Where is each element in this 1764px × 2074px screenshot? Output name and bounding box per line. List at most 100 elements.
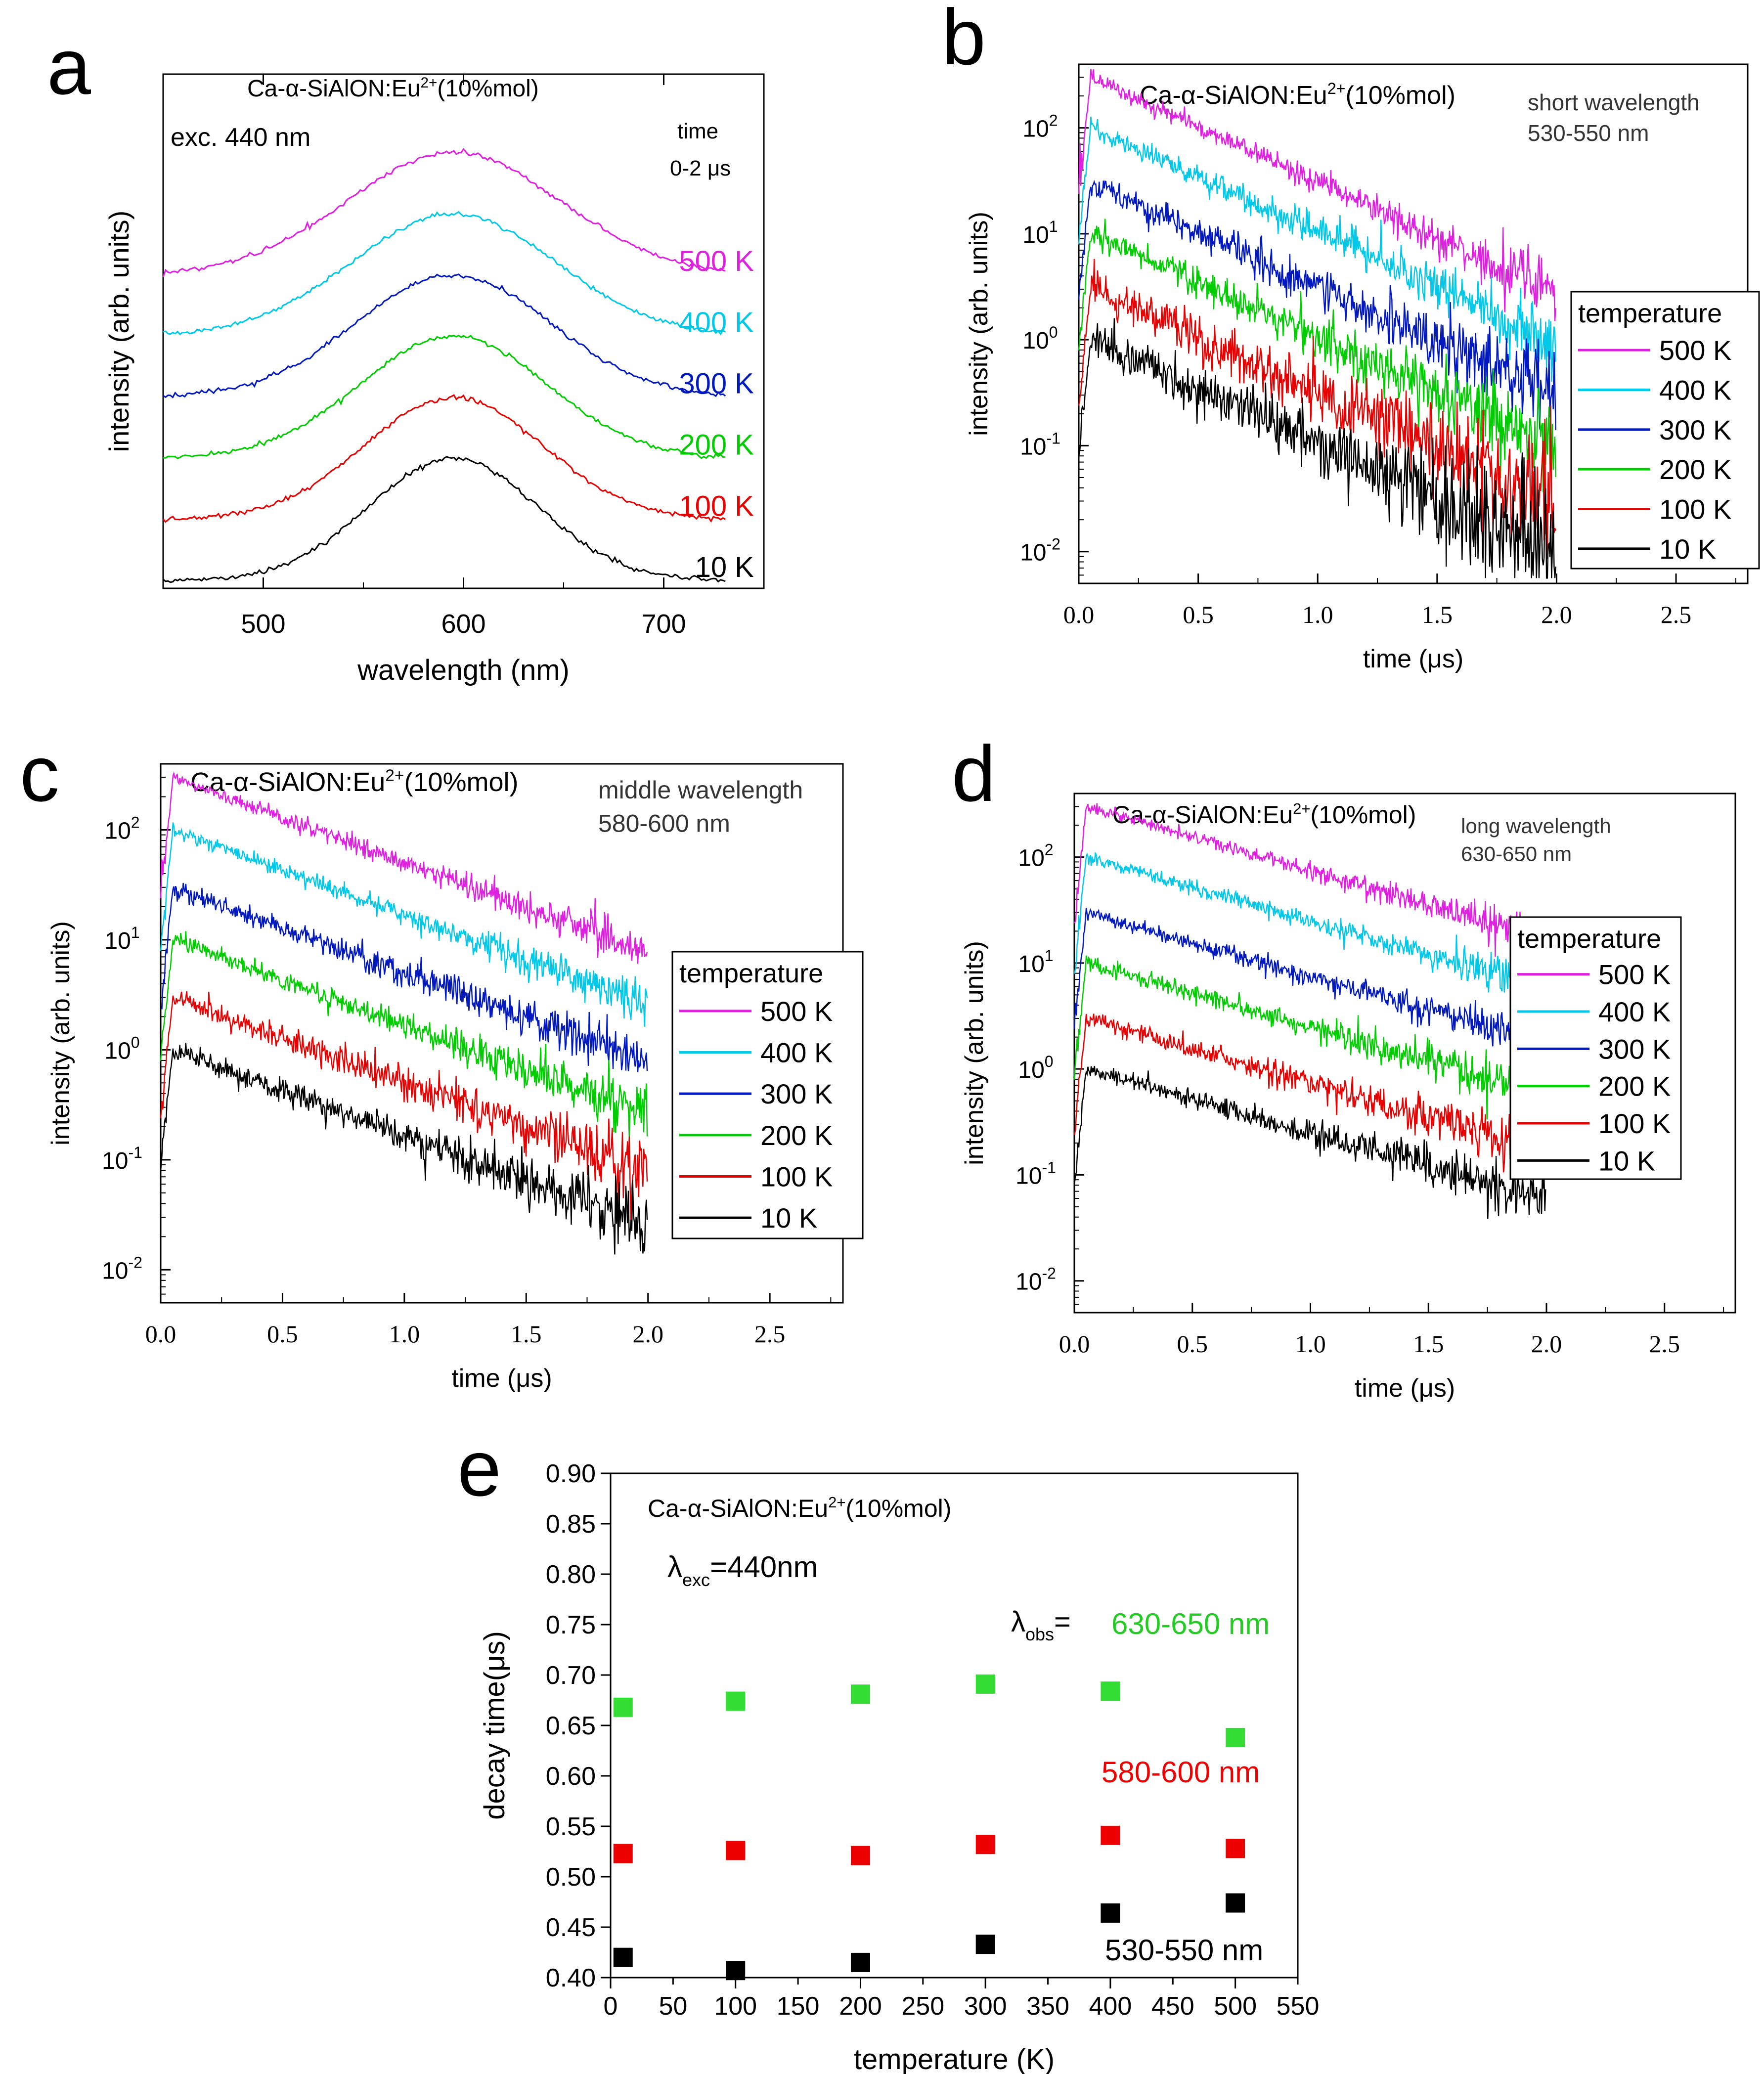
y-tick-label: 102	[1018, 841, 1053, 872]
x-tick-label: 1.0	[1302, 601, 1333, 628]
legend-label: 10 K	[1659, 533, 1716, 565]
y-tick-label: 0.85	[546, 1510, 596, 1539]
y-tick-label: 10-2	[1020, 535, 1060, 566]
series-label: 400 K	[679, 307, 754, 339]
annotation-excitation: λexc=440nm	[667, 1550, 818, 1590]
data-point-630-650 nm	[975, 1674, 995, 1694]
legend-label: 400 K	[760, 1037, 833, 1068]
y-axis-label: intensity (arb. units)	[960, 941, 989, 1165]
panel-title: Ca-α-SiAlON:Eu2+(10%mol)	[247, 75, 539, 102]
panel-b: b 0.0 0.5 1.0 1.5 2.0 2.5 102 101 100 10-1 10-2 time…	[942, 0, 1760, 673]
y-tick-label: 102	[1022, 112, 1058, 142]
legend-label: 100 K	[760, 1161, 833, 1192]
legend-label: 300 K	[1659, 414, 1731, 445]
data-point-580-600 nm	[850, 1846, 870, 1865]
y-tick-label: 0.55	[546, 1812, 596, 1841]
x-axis-label: wavelength (nm)	[357, 654, 570, 686]
legend-box	[671, 951, 864, 1239]
legend-label: 10 K	[1598, 1145, 1655, 1176]
panel-letter-e: e	[457, 1424, 501, 1512]
y-tick-label: 0.45	[546, 1913, 596, 1942]
annotation-time-range: 0-2 μs	[670, 156, 731, 180]
series-line-400K	[160, 822, 648, 1027]
x-tick-label: 2.5	[1661, 601, 1692, 628]
legend-label: 200 K	[1659, 454, 1731, 485]
annotation-wavelength-range: 630-650 nm	[1461, 842, 1572, 866]
x-axis-label: time (μs)	[451, 1364, 552, 1393]
y-tick-label: 0.80	[546, 1560, 596, 1589]
series-label: 580-600 nm	[1102, 1756, 1260, 1789]
series-label: 300 K	[679, 368, 754, 400]
x-tick-label: 550	[1277, 1992, 1320, 2021]
series-label: 200 K	[679, 429, 754, 461]
legend-label: 100 K	[1659, 494, 1731, 525]
data-point-580-600 nm	[975, 1835, 995, 1854]
annotation-exc: exc. 440 nm	[171, 123, 310, 152]
legend-label: 400 K	[1659, 375, 1731, 406]
x-tick-label: 700	[641, 609, 686, 639]
x-tick-label: 1.5	[511, 1320, 542, 1348]
annotation-wavelength-range-label: long wavelength	[1461, 814, 1611, 838]
data-point-630-650 nm	[1226, 1727, 1245, 1747]
x-tick-label: 1.5	[1422, 601, 1453, 628]
y-tick-label: 0.50	[546, 1863, 596, 1892]
y-tick-label: 100	[1018, 1053, 1053, 1083]
y-axis-label: intensity (arb. units)	[46, 921, 75, 1146]
legend-label: 300 K	[760, 1078, 833, 1109]
data-point-530-550 nm	[1101, 1903, 1120, 1923]
legend-label: 200 K	[1598, 1071, 1671, 1102]
y-tick-label: 10-1	[102, 1144, 142, 1174]
data-point-530-550 nm	[975, 1935, 995, 1954]
series-label: 530-550 nm	[1105, 1934, 1263, 1967]
x-tick-label: 0.5	[1177, 1330, 1208, 1358]
legend-title: temperature	[1517, 924, 1661, 954]
y-tick-label: 10-1	[1015, 1158, 1056, 1189]
y-tick-label: 0.65	[546, 1712, 596, 1740]
panel-a: a 500 600 700 wavelength (nm) intensity (arb.…	[47, 22, 765, 686]
x-tick-label: 300	[964, 1992, 1007, 2021]
y-tick-label: 10-2	[102, 1253, 142, 1284]
series-line-300K	[163, 273, 726, 399]
series-label: 630-650 nm	[1111, 1607, 1270, 1640]
y-tick-label: 0.40	[546, 1964, 596, 1992]
annotation-wavelength-range-label: middle wavelength	[598, 776, 803, 804]
legend-label: 200 K	[760, 1120, 833, 1151]
x-tick-label: 200	[839, 1992, 882, 2021]
legend-label: 500 K	[760, 996, 833, 1027]
x-tick-label: 1.0	[389, 1320, 420, 1348]
annotation-time: time	[677, 119, 718, 143]
series-line-500K	[160, 771, 648, 964]
data-point-580-600 nm	[1226, 1839, 1245, 1858]
series-line-10K	[1078, 318, 1556, 579]
y-tick-label: 101	[104, 924, 139, 954]
panel-letter-d: d	[952, 729, 996, 818]
x-tick-label: 0.0	[145, 1320, 176, 1348]
data-point-530-550 nm	[1226, 1893, 1245, 1913]
series-line-100K	[1073, 1014, 1546, 1175]
panel-letter-a: a	[47, 22, 91, 111]
x-tick-label: 1.5	[1413, 1330, 1444, 1358]
x-tick-label: 0.5	[267, 1320, 298, 1348]
panel-c: c 0.0 0.5 1.0 1.5 2.0 2.5 102 101 100 10-1 10-2 time…	[20, 729, 864, 1393]
x-tick-label: 400	[1089, 1992, 1132, 2021]
panel-title: Ca-α-SiAlON:Eu2+(10%mol)	[190, 766, 519, 797]
x-tick-label: 0	[604, 1992, 618, 2021]
y-axis-label: decay time(μs)	[479, 1631, 511, 1820]
x-tick-label: 50	[659, 1992, 687, 2021]
annotation-wavelength-range: 530-550 nm	[1528, 120, 1649, 146]
x-tick-label: 100	[714, 1992, 757, 2021]
data-point-580-600 nm	[1101, 1825, 1120, 1845]
legend-label: 500 K	[1659, 335, 1731, 366]
annotation-observation: λobs=	[1011, 1606, 1071, 1644]
series-line-10K	[160, 1043, 648, 1255]
series-line-500K	[1073, 803, 1546, 957]
x-tick-label: 2.0	[632, 1320, 663, 1348]
legend-label: 100 K	[1598, 1108, 1671, 1139]
panel-e: e 0 50 100 150 200 250 300 350 400 450 500 550 0.40 0.…	[457, 1424, 1319, 2074]
data-point-580-600 nm	[613, 1844, 633, 1863]
annotation-wavelength-range: 580-600 nm	[598, 810, 730, 838]
data-point-530-550 nm	[850, 1952, 870, 1972]
panel-d: d 0.0 0.5 1.0 1.5 2.0 2.5 102 101 100 10-1 10-2 time…	[952, 729, 1736, 1403]
x-tick-label: 450	[1151, 1992, 1194, 2021]
y-tick-label: 100	[1022, 323, 1058, 354]
